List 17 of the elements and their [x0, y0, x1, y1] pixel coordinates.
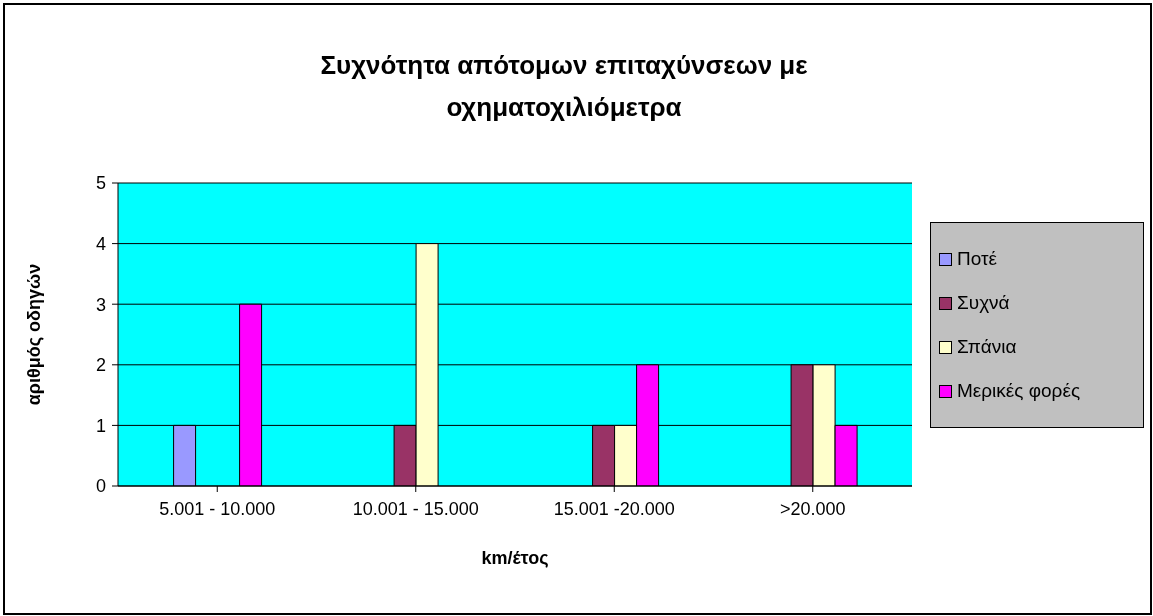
x-tick-label: 10.001 - 15.000 — [352, 498, 479, 519]
y-tick-label: 0 — [95, 476, 106, 497]
y-tick-label: 2 — [95, 355, 106, 376]
legend-label: Συχνά — [957, 292, 1010, 314]
x-tick-label: >20.000 — [779, 498, 846, 519]
y-tick-label: 1 — [95, 415, 106, 436]
legend-label: Σπάνια — [957, 336, 1017, 358]
y-tick-label: 5 — [95, 173, 106, 194]
y-tick-label: 3 — [95, 294, 106, 315]
legend-label: Μερικές φορές — [957, 380, 1081, 402]
x-tick-label: 15.001 -20.000 — [553, 498, 675, 519]
legend-label: Ποτέ — [957, 248, 997, 270]
y-tick-label: 4 — [95, 233, 106, 254]
x-tick-label: 5.001 - 10.000 — [159, 498, 276, 519]
x-axis-title: km/έτος — [481, 548, 549, 568]
y-axis-title: αριθμός οδηγών — [24, 263, 45, 406]
chart-title: Συχνότητα απότομων επιταχύνσεων με οχηματοχιλιόμετρα — [319, 49, 809, 124]
